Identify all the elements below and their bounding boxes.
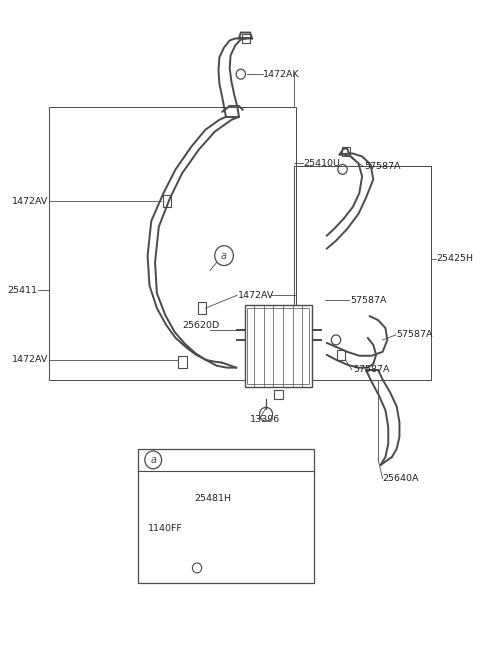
Circle shape bbox=[215, 246, 233, 266]
Text: 25425H: 25425H bbox=[437, 254, 474, 263]
Text: 25411: 25411 bbox=[8, 286, 37, 295]
Text: 25620D: 25620D bbox=[182, 321, 219, 329]
Text: 57587A: 57587A bbox=[364, 162, 400, 171]
Text: 1472AK: 1472AK bbox=[263, 70, 300, 79]
Text: a: a bbox=[150, 455, 156, 465]
Bar bbox=[337, 350, 345, 359]
Bar bbox=[163, 195, 171, 207]
Bar bbox=[275, 390, 283, 400]
Bar bbox=[247, 308, 309, 384]
Text: 25481H: 25481H bbox=[194, 494, 231, 503]
Text: 57587A: 57587A bbox=[350, 296, 386, 305]
Bar bbox=[245, 305, 312, 386]
Text: 1140FF: 1140FF bbox=[147, 523, 182, 533]
Text: 25410U: 25410U bbox=[303, 159, 340, 168]
Text: 57587A: 57587A bbox=[396, 331, 433, 339]
Circle shape bbox=[145, 451, 162, 469]
Text: 1472AV: 1472AV bbox=[12, 356, 48, 364]
Bar bbox=[198, 302, 206, 314]
Bar bbox=[48, 107, 296, 380]
Text: 1472AV: 1472AV bbox=[238, 291, 275, 300]
Text: 1472AV: 1472AV bbox=[12, 197, 48, 205]
Bar bbox=[138, 449, 313, 583]
Bar bbox=[179, 356, 187, 367]
Text: 25640A: 25640A bbox=[383, 474, 419, 483]
Bar bbox=[294, 167, 431, 380]
Text: 57587A: 57587A bbox=[353, 365, 389, 374]
Bar bbox=[242, 33, 250, 43]
Text: a: a bbox=[221, 251, 227, 260]
Text: 13396: 13396 bbox=[250, 415, 280, 424]
Bar bbox=[342, 146, 350, 157]
